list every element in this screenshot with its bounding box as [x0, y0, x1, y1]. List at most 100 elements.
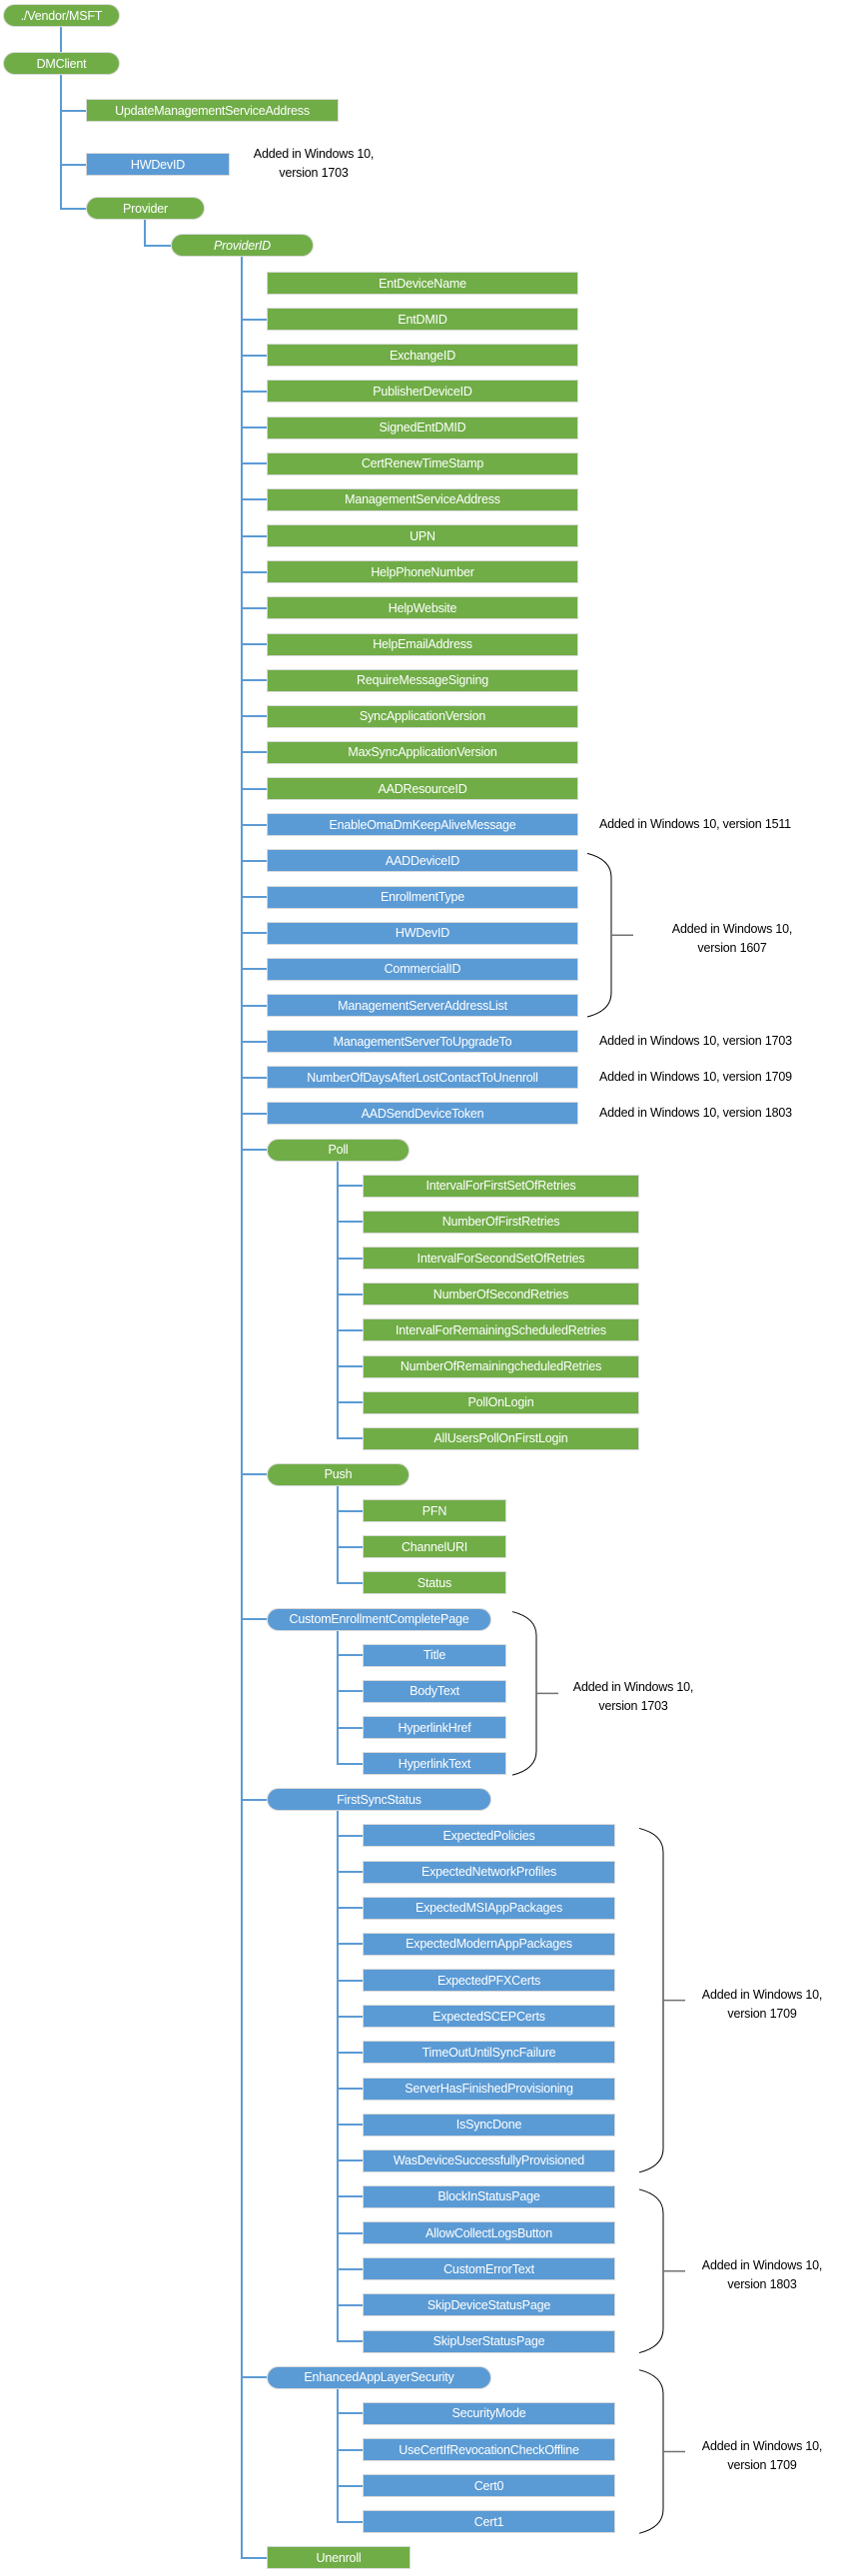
node-numberofsecondretries: NumberOfSecondRetries — [363, 1283, 639, 1306]
brace — [638, 2369, 664, 2534]
version-note-line: Added in Windows 10, — [701, 2257, 823, 2272]
node-expectedscepcerts: ExpectedSCEPCerts — [363, 2005, 615, 2029]
connector-line — [338, 1581, 363, 1584]
node-label: Status — [417, 1575, 452, 1590]
connector-line — [242, 715, 267, 718]
node-securitymode: SecurityMode — [363, 2401, 615, 2425]
node-label: SyncApplicationVersion — [359, 709, 486, 724]
connector-line — [242, 606, 267, 609]
node-numberoffirstretries: NumberOfFirstRetries — [363, 1210, 639, 1234]
node-enhancedapplayersecurity: EnhancedAppLayerSecurity — [267, 2365, 491, 2389]
node-syncapplicationversion: SyncApplicationVersion — [267, 704, 578, 728]
node-customerrortext: CustomErrorText — [363, 2257, 615, 2281]
version-note-line: version 1803 — [727, 2276, 797, 2291]
connector-line — [242, 498, 267, 501]
node-expectedpfxcerts: ExpectedPFXCerts — [363, 1969, 615, 1993]
node-label: CertRenewTimeStamp — [361, 456, 484, 471]
version-note: Added in Windows 10, version 1703 — [599, 1033, 792, 1048]
node-label: NumberOfDaysAfterLostContactToUnenroll — [307, 1070, 538, 1085]
node-label: AADSendDeviceToken — [361, 1106, 484, 1121]
node-upn: UPN — [267, 524, 578, 548]
connector-line — [338, 1401, 363, 1404]
node-label: HelpEmailAddress — [373, 637, 472, 651]
node-intervalforsecondsetofretries: IntervalForSecondSetOfRetries — [363, 1247, 639, 1271]
node-vendor-msft: ./Vendor/MSFT — [3, 4, 120, 27]
connector-line — [242, 1004, 267, 1007]
node-numberofremainingcheduledretries: NumberOfRemainingcheduledRetries — [363, 1354, 639, 1378]
brace — [638, 2188, 664, 2354]
connector-line — [241, 257, 243, 2559]
node-exchangeid: ExchangeID — [267, 344, 578, 368]
node-managementserviceaddress: ManagementServiceAddress — [267, 487, 578, 511]
node-label: ChannelURI — [401, 1539, 468, 1554]
connector-line — [61, 109, 86, 112]
connector-line — [338, 1221, 363, 1224]
node-label: HelpPhoneNumber — [371, 564, 474, 579]
node-label: AADDeviceID — [385, 853, 460, 868]
connector-line — [242, 1076, 267, 1079]
connector-line — [338, 1943, 363, 1946]
connector-line — [338, 2267, 363, 2270]
connector-line — [242, 1618, 267, 1621]
version-note: Added in Windows 10, version 1709 — [702, 2437, 823, 2475]
version-note: Added in Windows 10, version 1803 — [701, 2256, 823, 2294]
connector-line — [338, 1437, 363, 1440]
node-push: Push — [267, 1462, 410, 1486]
node-customenrollmentcompletepage: CustomEnrollmentCompletePage — [267, 1607, 491, 1631]
node-expectednetworkprofiles: ExpectedNetworkProfiles — [363, 1860, 615, 1884]
node-label: ManagementServerToUpgradeTo — [333, 1034, 512, 1049]
node-label: PublisherDeviceID — [373, 384, 472, 399]
node-label: NumberOfSecondRetries — [432, 1287, 569, 1301]
version-note: Added in Windows 10, version 1511 — [599, 816, 791, 831]
connector-line — [338, 1762, 363, 1765]
connector-line — [338, 1365, 363, 1367]
version-note-line: Added in Windows 10, — [253, 147, 375, 161]
connector-line — [338, 1509, 363, 1512]
connector-line — [337, 2388, 339, 2523]
connector-line — [242, 570, 267, 573]
connector-line — [242, 534, 267, 537]
node-pfn: PFN — [363, 1499, 506, 1523]
connector-line — [338, 2159, 363, 2162]
node-label: IntervalForFirstSetOfRetries — [425, 1179, 576, 1194]
connector-line — [242, 354, 267, 357]
connector-line — [242, 896, 267, 899]
node-enableomadmkeepalivemessage: EnableOmaDmKeepAliveMessage — [267, 813, 578, 837]
node-label: AllUsersPollOnFirstLogin — [433, 1431, 568, 1446]
node-label: ExpectedMSIAppPackages — [415, 1901, 563, 1916]
node-label: Cert0 — [473, 2478, 504, 2493]
node-label: PollOnLogin — [467, 1395, 534, 1410]
connector-line — [338, 2088, 363, 2090]
node-label: NumberOfRemainingcheduledRetries — [400, 1359, 602, 1373]
node-hwdevid: HWDevID — [267, 921, 578, 945]
connector-line — [242, 462, 267, 465]
connector-line — [242, 2376, 267, 2379]
connector-line — [242, 1473, 267, 1476]
node-label: RequireMessageSigning — [357, 673, 488, 688]
version-note-line: version 1607 — [697, 941, 767, 956]
node-label: SkipDeviceStatusPage — [426, 2297, 551, 2312]
node-label: BodyText — [410, 1684, 459, 1699]
node-cert0: Cert0 — [363, 2474, 615, 2498]
node-label: SkipUserStatusPage — [432, 2334, 545, 2349]
node-label: AllowCollectLogsButton — [425, 2225, 552, 2240]
node-helpemailaddress: HelpEmailAddress — [267, 632, 578, 656]
node-label: EnableOmaDmKeepAliveMessage — [329, 817, 516, 832]
connector-line — [242, 1798, 267, 1801]
connector-line — [338, 2412, 363, 2415]
node-label: ExpectedPolicies — [442, 1828, 535, 1843]
node-poll: Poll — [267, 1138, 410, 1162]
node-entdevicename: EntDeviceName — [267, 272, 578, 295]
node-label: HWDevID — [130, 157, 186, 172]
node-label: BlockInStatusPage — [437, 2189, 540, 2204]
node-managementservertoupgradeto: ManagementServerToUpgradeTo — [267, 1030, 578, 1054]
connector-line — [337, 1630, 339, 1765]
node-title: Title — [363, 1643, 506, 1667]
node-managementserveraddresslist: ManagementServerAddressList — [267, 994, 578, 1017]
version-note: Added in Windows 10, version 1703 — [573, 1678, 694, 1716]
node-label: EnrollmentType — [380, 890, 465, 905]
node-numberofdaysafterlostcontacttounenroll: NumberOfDaysAfterLostContactToUnenroll — [267, 1066, 578, 1090]
connector-line — [338, 1979, 363, 1982]
